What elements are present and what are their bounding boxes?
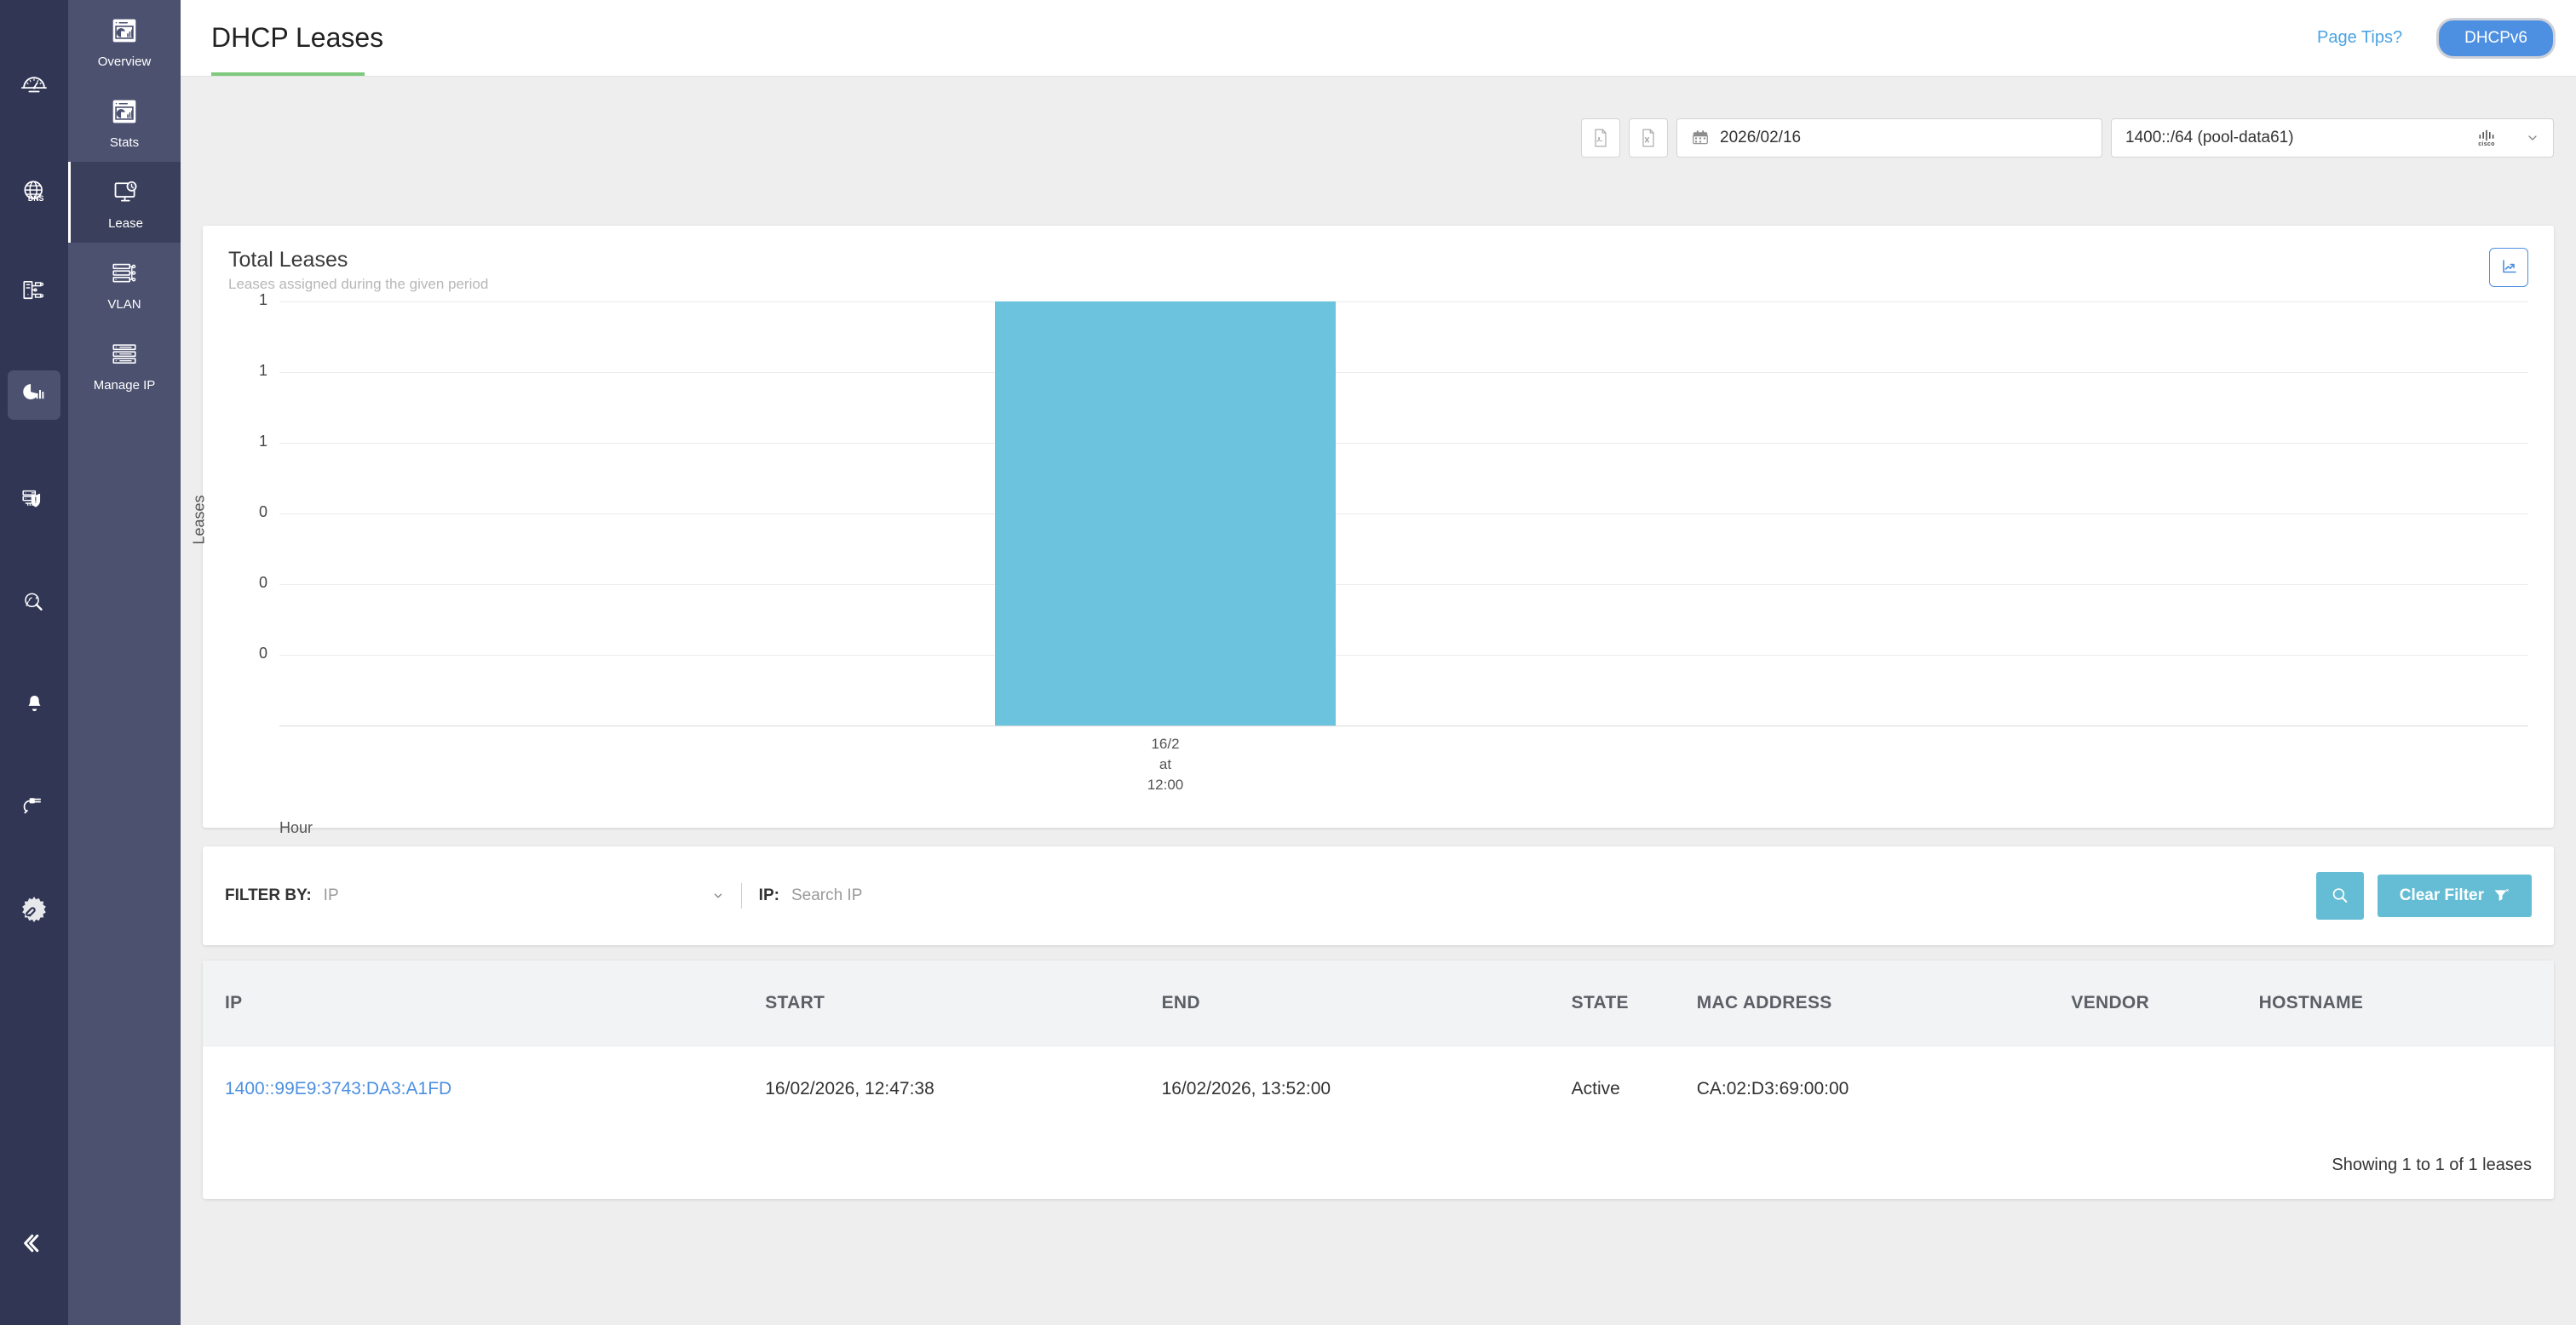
svg-text:DNS: DNS [28,194,44,203]
svg-text:x: x [2506,888,2510,893]
svg-text:cisco: cisco [2478,141,2495,147]
